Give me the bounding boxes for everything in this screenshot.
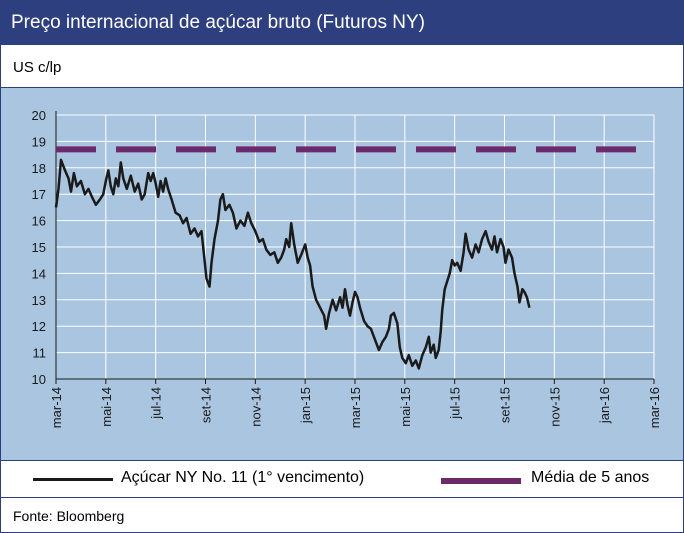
y-tick-label: 10 (32, 372, 46, 387)
y-tick-label: 17 (32, 187, 46, 202)
x-tick-label: mar-14 (49, 387, 64, 428)
x-tick-label: jan-15 (298, 387, 313, 424)
y-axis: 10 11 12 13 14 15 16 17 18 19 20 (32, 108, 57, 387)
x-tick-label: jul-15 (448, 387, 463, 420)
x-tick-label: mai-14 (99, 387, 114, 427)
y-tick-label: 12 (32, 319, 46, 334)
x-tick-label: jul-14 (149, 387, 164, 420)
line-chart: 10 11 12 13 14 15 16 17 18 19 20 mar-14 mai-14 jul-1… (1, 88, 683, 460)
series-line-sugar-price (54, 158, 531, 370)
y-tick-label: 13 (32, 293, 46, 308)
x-tick-label: set-14 (199, 387, 214, 423)
legend: Açúcar NY No. 11 (1° vencimento) Média d… (1, 461, 683, 497)
legend-label-average: Média de 5 anos (531, 469, 650, 486)
y-unit-label: US c/lp (13, 59, 62, 76)
x-tick-label: jan-16 (597, 387, 612, 424)
source-note: Fonte: Bloomberg (13, 508, 125, 524)
y-tick-label: 19 (32, 134, 46, 149)
x-tick-label: nov-15 (547, 387, 562, 427)
divider (1, 460, 683, 461)
divider (1, 87, 683, 88)
x-axis: mar-14 mai-14 jul-14 set-14 nov-14 jan-15 mar-… (49, 378, 662, 428)
series-layer (54, 146, 654, 370)
x-tick-label: mai-15 (398, 387, 413, 427)
legend-label-series: Açúcar NY No. 11 (1° vencimento) (121, 469, 365, 486)
divider (1, 497, 683, 498)
y-tick-label: 18 (32, 161, 46, 176)
y-tick-label: 15 (32, 240, 46, 255)
legend-swatch-solid (33, 478, 113, 481)
y-tick-label: 20 (32, 108, 46, 123)
legend-swatch-dashed (441, 478, 521, 484)
x-tick-label: set-15 (498, 387, 513, 423)
x-tick-label: mar-15 (348, 387, 363, 428)
y-tick-label: 14 (32, 266, 46, 281)
chart-title: Preço internacional de açúcar bruto (Fut… (1, 1, 683, 45)
x-tick-label: mar-16 (647, 387, 662, 428)
y-tick-label: 11 (33, 346, 47, 361)
x-tick-label: nov-14 (248, 387, 263, 427)
y-tick-label: 16 (32, 214, 46, 229)
grid-lines (55, 114, 655, 380)
